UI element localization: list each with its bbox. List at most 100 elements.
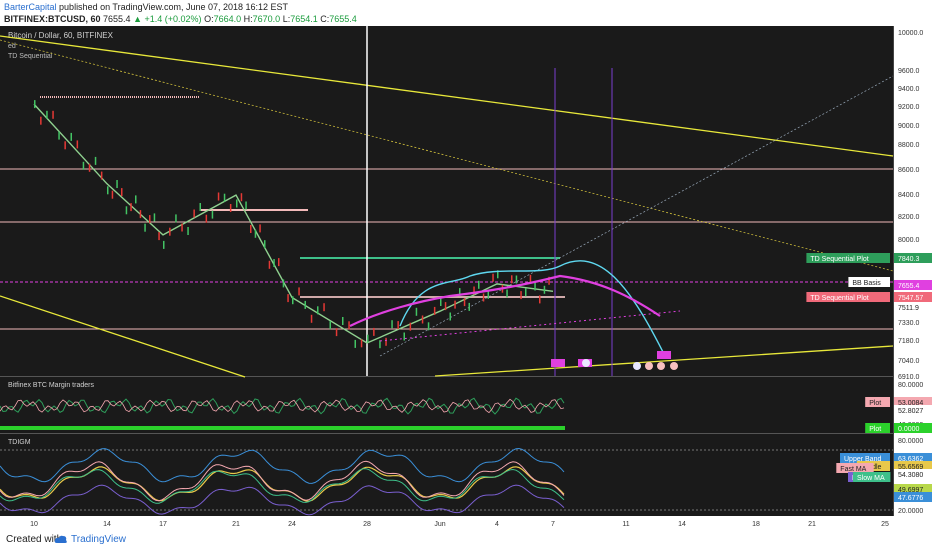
low-value: 7654.1	[290, 14, 318, 24]
price-candle	[379, 340, 381, 349]
price-tag	[894, 492, 932, 502]
price-tag-value: 49.6997	[898, 487, 923, 494]
y-tick-label: 8400.0	[898, 192, 920, 199]
price-tag	[894, 280, 932, 290]
price-candle	[163, 240, 165, 249]
x-tick-label: 24	[288, 521, 296, 528]
created-with-text: Created with	[6, 534, 63, 545]
price-tag-name-bg	[806, 253, 890, 263]
chart-svg[interactable]: Bitcoin / Dollar, 60, BITFINEX ed TD Seq…	[0, 26, 932, 530]
price-tag	[894, 484, 932, 494]
price-candle	[58, 131, 60, 140]
price-candle	[342, 317, 344, 325]
last-price: 7655.4	[103, 14, 131, 24]
price-tag-name-bg	[806, 292, 890, 302]
margin-line-long	[0, 397, 565, 415]
y-tick-label: 7180.0	[898, 338, 920, 345]
price-candle	[534, 282, 536, 291]
price-tag-name: BB Basis	[852, 280, 881, 287]
x-tick-label: 18	[752, 521, 760, 528]
price-candle	[250, 225, 252, 233]
price-tag-name-bg	[848, 277, 890, 287]
price-tag-name-bg	[840, 453, 890, 463]
price-candle	[153, 213, 156, 222]
price-candle	[497, 270, 499, 279]
projection-dotted	[379, 310, 681, 342]
tdigm-fast-ma	[0, 460, 565, 502]
price-candle	[463, 298, 466, 307]
high-value: 7670.0	[252, 14, 281, 24]
price-candle	[292, 296, 294, 305]
price-candle	[459, 288, 461, 297]
x-tick-label: 14	[103, 521, 111, 528]
low-label: L:	[282, 14, 291, 24]
price-tag	[894, 453, 932, 463]
price-candle	[199, 203, 201, 211]
y-tick-label: 20.0000	[898, 508, 923, 515]
symbol-label: BITFINEX:BTCUSD, 60	[4, 14, 101, 24]
y-tick-label: 8800.0	[898, 142, 920, 149]
x-tick-label: 21	[232, 521, 240, 528]
price-candle	[273, 259, 275, 267]
price-candle	[245, 201, 247, 210]
trend-lines	[0, 35, 894, 378]
price-candle	[487, 290, 489, 299]
price-candle	[373, 327, 375, 336]
price-candle	[94, 156, 97, 165]
publish-line: BarterCapital published on TradingView.c…	[4, 2, 288, 12]
price-candle	[525, 288, 527, 297]
price-candle	[111, 190, 114, 199]
price-candle	[440, 298, 442, 306]
price-candle	[64, 141, 66, 150]
price-candle	[40, 116, 42, 125]
margin-zero-band	[0, 426, 565, 430]
main-panel-sub1: ed	[8, 43, 16, 50]
price-candle	[473, 286, 475, 295]
price-candle	[181, 223, 183, 232]
price-candle	[76, 140, 79, 149]
price-candle	[304, 300, 306, 309]
price-candle	[310, 314, 313, 323]
chart-area[interactable]: Bitcoin / Dollar, 60, BITFINEX ed TD Seq…	[0, 26, 932, 530]
price-tag	[894, 469, 932, 479]
x-tick-label: 4	[495, 521, 499, 528]
projection-curve	[399, 260, 666, 357]
price-candle	[454, 300, 456, 309]
price-candle	[403, 332, 405, 341]
price-candle	[254, 229, 257, 238]
price-tag	[894, 253, 932, 263]
up-arrow-icon: ▲	[133, 14, 142, 24]
x-tick-label: 17	[159, 521, 167, 528]
price-candle	[259, 224, 261, 233]
price-tag-value: 7547.57	[898, 295, 923, 302]
x-tick-label: 11	[622, 521, 629, 528]
price-candle	[529, 274, 532, 283]
price-candle	[175, 214, 177, 223]
cloud-icon	[54, 535, 67, 543]
margin-series	[0, 397, 565, 415]
price-tag	[894, 423, 932, 433]
high-label: H:	[243, 14, 253, 24]
y-tick-label: 9200.0	[898, 104, 920, 111]
y-tick-label: 80.0000	[898, 438, 923, 445]
tradingview-logo[interactable]: TradingView	[54, 534, 126, 545]
price-candle	[482, 293, 485, 302]
price-candle	[329, 321, 331, 330]
main-panel-title: Bitcoin / Dollar, 60, BITFINEX	[8, 31, 114, 40]
price-tag-value: 63.6362	[898, 456, 923, 463]
y-tick-label: 9600.0	[898, 68, 920, 75]
price-tag	[894, 461, 932, 471]
author-link[interactable]: BarterCapital	[4, 2, 57, 12]
price-labels: 7840.3TD Sequential Plot7699.6BB Basis76…	[806, 253, 932, 502]
close-label: C:	[320, 14, 330, 24]
x-tick-label: 28	[363, 521, 371, 528]
margin-pane-bg	[0, 377, 893, 433]
price-candle	[449, 312, 451, 321]
price-candle	[264, 240, 266, 249]
margin-panel-title: Bitfinex BTC Margin traders	[8, 382, 94, 389]
price-tag-name: Plot	[869, 426, 881, 433]
brand-name: TradingView	[71, 534, 127, 545]
price-candle	[421, 315, 424, 324]
price-candle	[193, 209, 195, 218]
price-candle	[506, 289, 508, 298]
